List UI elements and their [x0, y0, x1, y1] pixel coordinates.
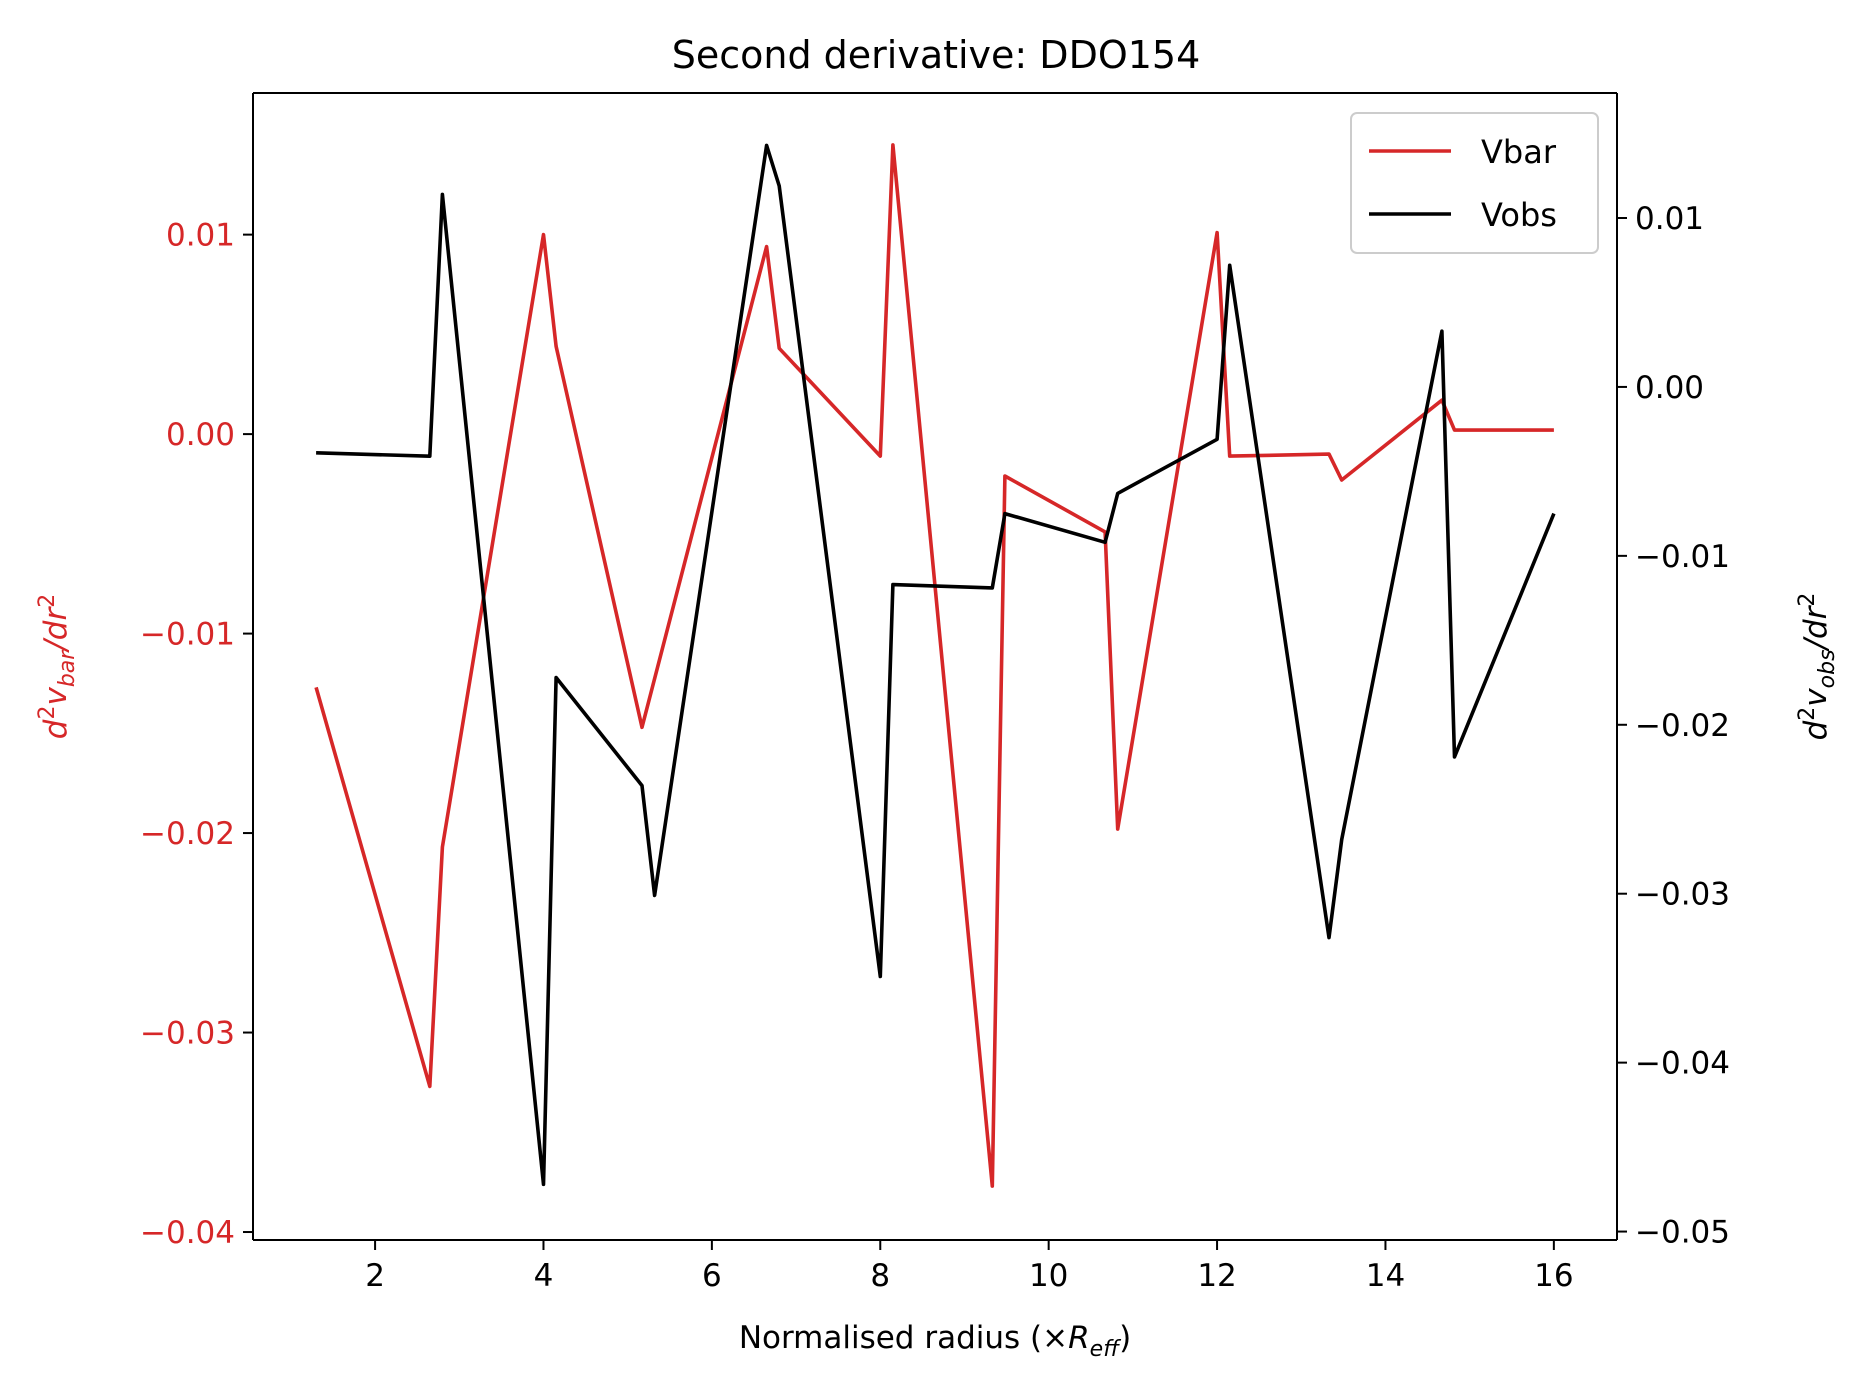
- y-right-tick-label: −0.05: [1635, 1215, 1730, 1251]
- series-line-vobs: [316, 143, 1556, 1187]
- x-tick-label: 4: [534, 1258, 554, 1294]
- series-line-vbar: [314, 143, 1554, 1188]
- y-right-tick-label: 0.01: [1635, 201, 1704, 237]
- y-right-tick-label: −0.01: [1635, 539, 1730, 575]
- x-tick-label: 16: [1534, 1258, 1573, 1294]
- y-right-tick-label: −0.03: [1635, 877, 1730, 913]
- y-left-tick-label: −0.01: [140, 617, 235, 653]
- y-left-tick-label: −0.03: [140, 1016, 235, 1052]
- y-right-tick-label: −0.04: [1635, 1046, 1730, 1082]
- y-left-tick-label: 0.01: [166, 218, 235, 254]
- legend-box: [1350, 112, 1599, 254]
- y-right-tick-label: −0.02: [1635, 708, 1730, 744]
- x-tick-label: 10: [1029, 1258, 1068, 1294]
- y-left-axis-label: d2vbar/dr2: [35, 594, 80, 739]
- x-tick-label: 6: [702, 1258, 722, 1294]
- y-left-tick-label: −0.02: [140, 816, 235, 852]
- x-tick-label: 8: [870, 1258, 890, 1294]
- x-tick-label: 14: [1366, 1258, 1405, 1294]
- y-left-tick-label: 0.00: [166, 417, 235, 453]
- chart-title: Second derivative: DDO154: [672, 33, 1201, 77]
- x-tick-label: 2: [365, 1258, 385, 1294]
- legend-label-vbar: Vbar: [1481, 133, 1557, 171]
- y-right-tick-label: 0.00: [1635, 370, 1704, 406]
- y-left-tick-label: −0.04: [140, 1215, 235, 1251]
- x-tick-label: 12: [1197, 1258, 1236, 1294]
- legend-label-vobs: Vobs: [1481, 196, 1557, 234]
- y-right-axis-label: d2vobs/dr2: [1795, 593, 1840, 741]
- x-axis-label: Normalised radius (×Reff): [739, 1320, 1131, 1362]
